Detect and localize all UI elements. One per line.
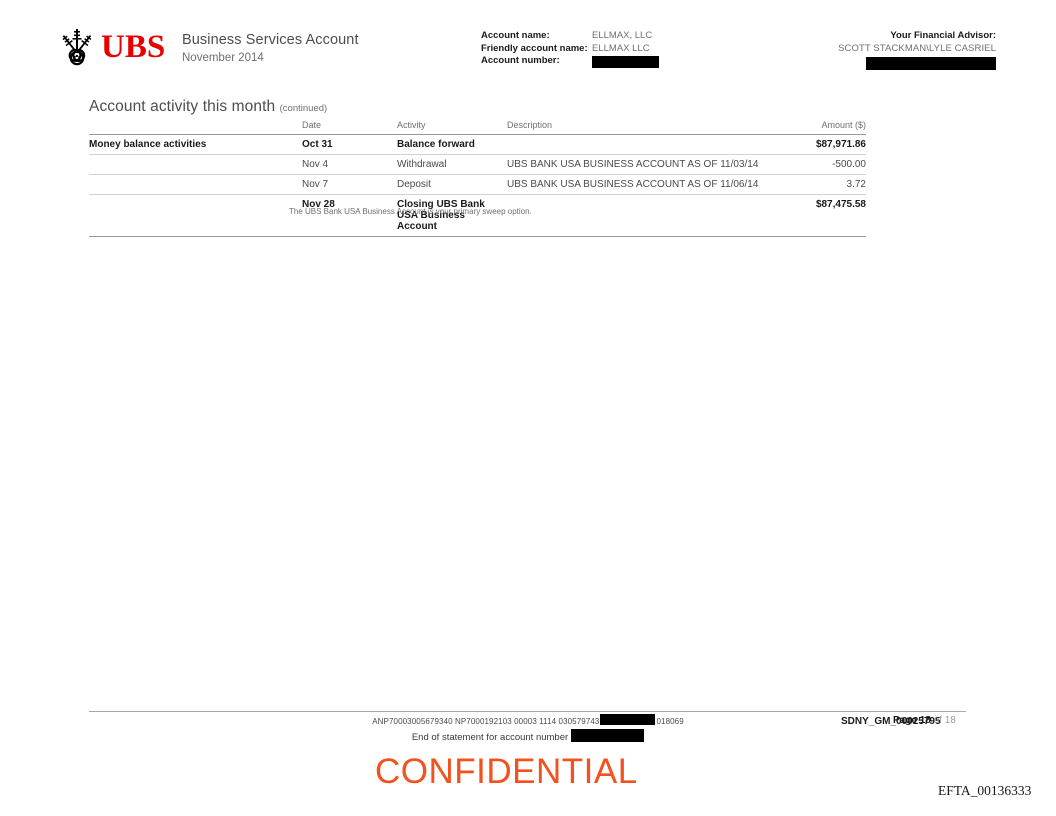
confidential-watermark: CONFIDENTIAL	[375, 752, 638, 791]
row-date: Oct 31	[302, 139, 333, 150]
ubs-logo: UBS	[55, 27, 165, 67]
table-row: Nov 28 Closing UBS Bank USA Business Acc…	[89, 194, 866, 237]
row-activity: Deposit	[397, 179, 431, 190]
account-number-row: Account number:	[481, 55, 659, 69]
row-date: Nov 4	[302, 159, 329, 170]
row-description: UBS BANK USA BUSINESS ACCOUNT AS OF 11/0…	[507, 159, 759, 170]
row-activity: Closing UBS Bank USA Business Account	[397, 199, 485, 232]
friendly-account-name-label: Friendly account name:	[481, 42, 588, 54]
end-of-statement-redaction-bar	[571, 729, 645, 742]
account-name-label: Account name:	[481, 30, 550, 41]
financial-advisor-block: Your Financial Advisor: SCOTT STACKMAN\L…	[838, 30, 996, 75]
statement-period: November 2014	[182, 52, 264, 64]
ubs-wordmark: UBS	[101, 28, 166, 65]
row-amount: -500.00	[832, 159, 866, 170]
document-title: Business Services Account	[182, 32, 359, 48]
account-name-value: ELLMAX, LLC	[592, 30, 653, 41]
column-header-description: Description	[507, 120, 553, 130]
page-number-current: 18	[919, 715, 931, 726]
ubs-three-keys-icon	[62, 29, 92, 66]
footer-reference-tail: 018069	[656, 717, 684, 726]
table-row: Money balance activities Oct 31 Balance …	[89, 134, 866, 154]
page-number: Page 18 of 18	[893, 715, 956, 726]
financial-advisor-name: SCOTT STACKMAN\LYLE CASRIEL	[838, 42, 996, 54]
row-amount: $87,475.58	[815, 199, 866, 210]
page-number-prefix: Page	[893, 715, 917, 726]
account-activity-table: Date Activity Description Amount ($) Mon…	[89, 120, 866, 237]
bates-stamp-efta: EFTA_00136333	[938, 783, 1032, 798]
document-title-block: Business Services Account November 2014	[182, 32, 359, 64]
section-heading-continued: (continued)	[279, 103, 328, 114]
table-header-row: Date Activity Description Amount ($)	[89, 120, 866, 134]
footer-reference-redaction-bar	[600, 714, 656, 725]
table-row: Nov 4 Withdrawal UBS BANK USA BUSINESS A…	[89, 154, 866, 174]
bates-stamp-sdny: SDNY_GM_00025795	[841, 716, 941, 727]
table-row: Nov 7 Deposit UBS BANK USA BUSINESS ACCO…	[89, 174, 866, 194]
row-amount: 3.72	[846, 179, 866, 190]
row-description: UBS BANK USA BUSINESS ACCOUNT AS OF 11/0…	[507, 179, 759, 190]
sweep-option-footnote: The UBS Bank USA Business Account is you…	[289, 207, 532, 216]
account-number-label: Account number:	[481, 55, 560, 67]
footer-divider	[89, 711, 966, 712]
footer-reference-line: ANP70003005679340 NP7000192103 00003 111…	[0, 714, 1056, 726]
footer-reference-number: ANP70003005679340 NP7000192103 00003 111…	[372, 717, 600, 726]
friendly-account-name-value: ELLMAX LLC	[592, 42, 650, 54]
row-group-label: Money balance activities	[89, 139, 207, 150]
row-activity: Withdrawal	[397, 159, 447, 170]
page-header: UBS Business Services Account November 2…	[0, 0, 1056, 92]
column-header-activity: Activity	[397, 120, 426, 130]
account-name-row: Account name: ELLMAX, LLC	[481, 30, 659, 43]
row-amount: $87,971.86	[815, 139, 866, 150]
page-number-total: 18	[944, 715, 956, 726]
column-header-date: Date	[302, 120, 322, 130]
advisor-redaction-bar	[866, 57, 996, 71]
friendly-account-name-row: Friendly account name: ELLMAX LLC	[481, 43, 659, 56]
column-header-amount: Amount ($)	[821, 120, 866, 130]
end-of-statement-text: End of statement for account number	[411, 732, 569, 743]
account-number-redaction-bar	[592, 56, 659, 69]
account-info-block: Account name: ELLMAX, LLC Friendly accou…	[481, 30, 659, 69]
row-date: Nov 28	[302, 199, 335, 210]
page-number-of: of	[933, 715, 942, 726]
section-heading-text: Account activity this month	[89, 98, 276, 115]
row-activity: Balance forward	[397, 139, 475, 150]
section-heading: Account activity this month (continued)	[89, 98, 327, 116]
financial-advisor-label: Your Financial Advisor:	[890, 30, 996, 41]
end-of-statement-line: End of statement for account number	[0, 729, 1056, 743]
row-date: Nov 7	[302, 179, 329, 190]
